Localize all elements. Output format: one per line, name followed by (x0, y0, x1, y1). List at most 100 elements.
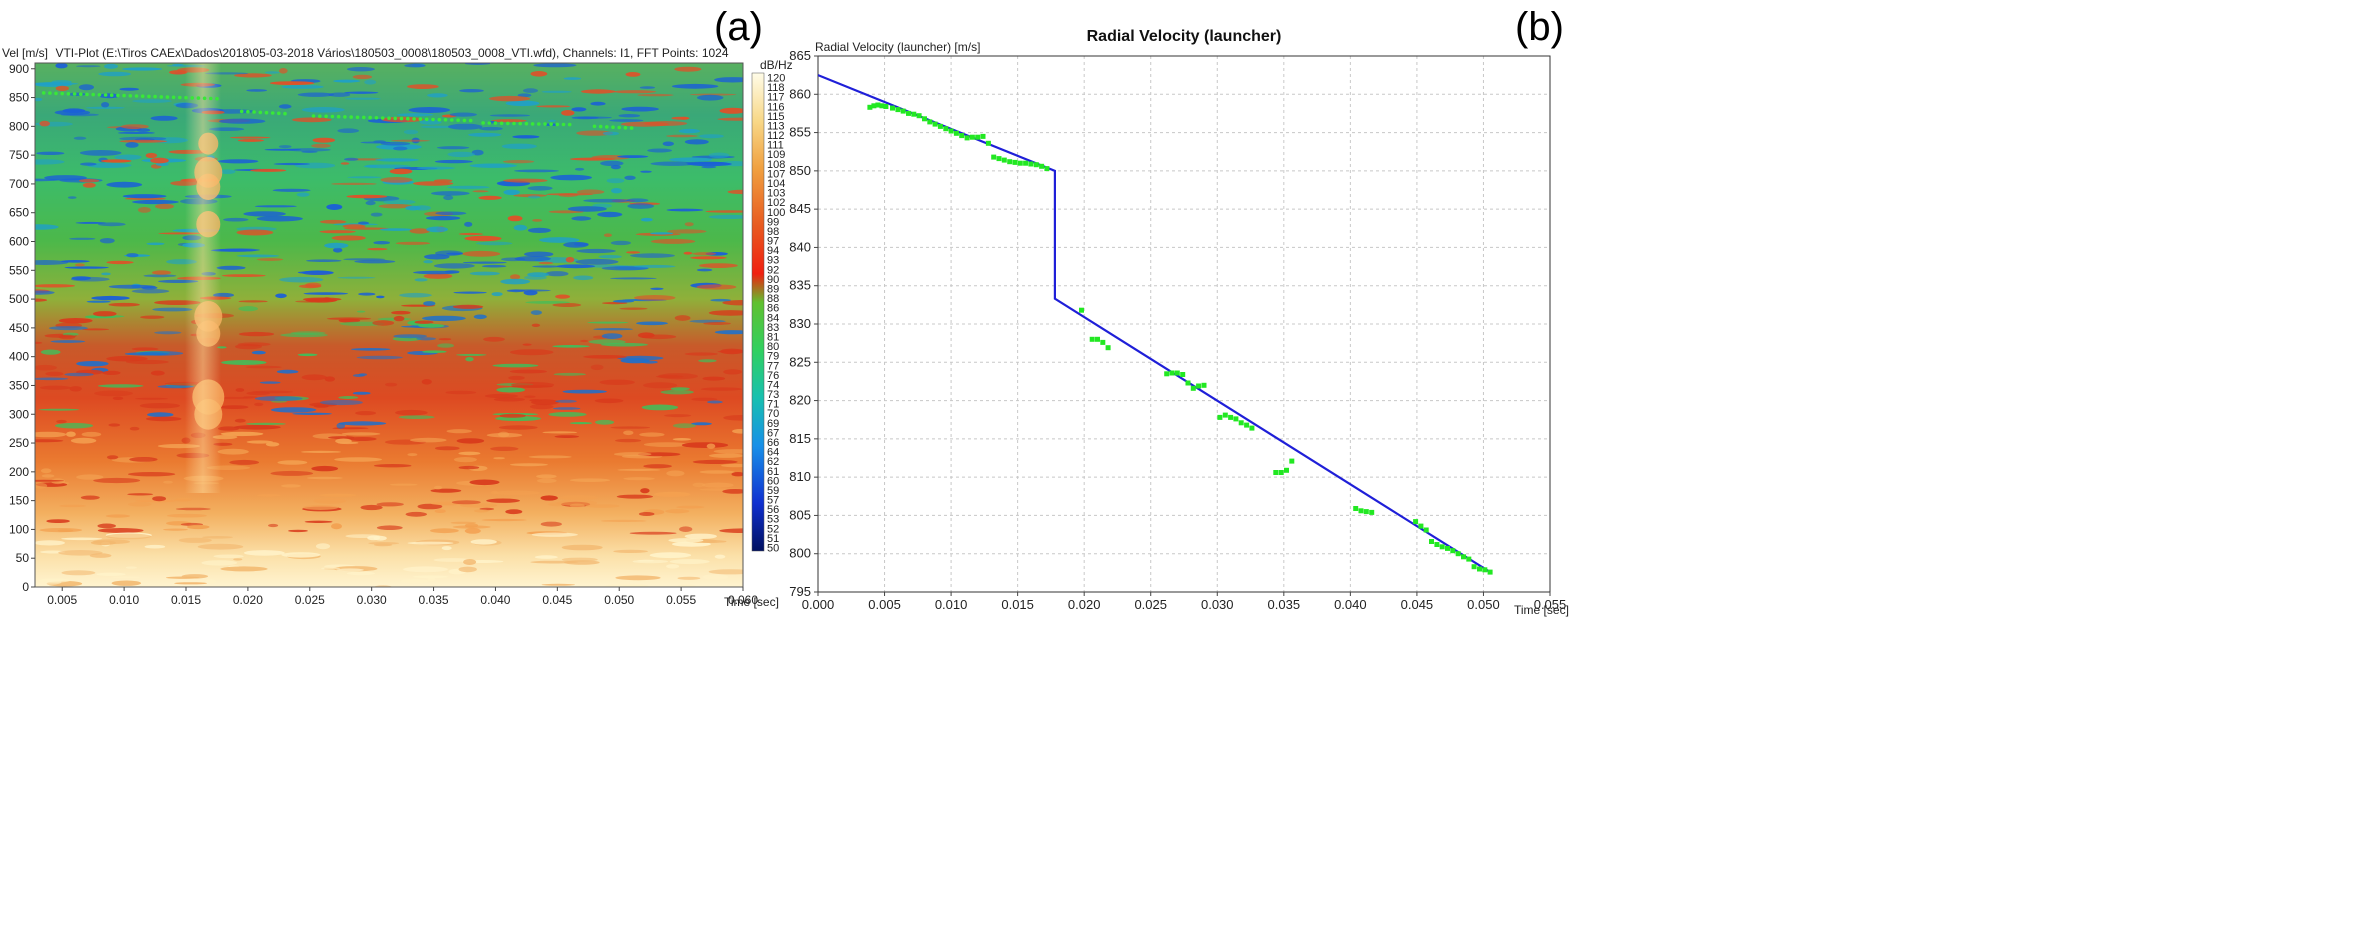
spectrogram-streak (533, 63, 577, 68)
spectrogram-streak (548, 412, 587, 417)
spectrogram-streak (89, 553, 112, 558)
a-x-tick-label: 0.060 (728, 593, 758, 607)
spectrogram-streak (723, 415, 743, 421)
spectrogram-streak (340, 162, 350, 165)
spectrogram-streak (489, 95, 531, 102)
spectrogram-streak (421, 379, 432, 385)
spectrogram-streak (422, 350, 447, 354)
spectrogram-streak (355, 411, 377, 416)
spectrogram-streak (468, 132, 502, 137)
spectrogram-streak (679, 526, 693, 532)
spectrogram-streak (238, 331, 275, 337)
spectrogram-streak (531, 532, 578, 537)
spectrogram-streak (547, 119, 556, 122)
a-y-axis: 0 50 100 150 200 250 300 350 400 450 500 550 600 650 7… (9, 62, 35, 594)
spectrogram-streak (281, 552, 321, 558)
spectrogram-streak (453, 291, 487, 294)
spectrogram-streak (619, 307, 648, 310)
spectrogram-streak (436, 146, 470, 150)
spectrogram-streak (672, 423, 697, 429)
spectrogram-streak (74, 263, 85, 267)
spectrogram-streak (561, 544, 603, 551)
spectrogram-streak (97, 528, 144, 533)
spectrogram-streak (423, 301, 436, 306)
measured-point (1164, 371, 1170, 377)
spectrogram-streak (106, 260, 134, 265)
spectrogram-streak (38, 408, 80, 411)
spectrogram-streak (220, 431, 264, 437)
spectrogram-streak (621, 584, 650, 587)
spectrogram-streak (565, 256, 575, 263)
spectrogram-streak (531, 323, 541, 327)
measured-point (1487, 569, 1493, 575)
spectrogram-streak (391, 310, 411, 315)
spectrogram-streak (319, 493, 357, 497)
b-x-tick-label: 0.035 (1268, 597, 1301, 612)
spectrogram-streak (509, 463, 548, 467)
spectrogram-streak (357, 221, 370, 225)
spectrogram-streak (395, 241, 431, 245)
spectrogram-streak (326, 317, 372, 321)
spectrogram-streak (462, 261, 507, 264)
spectrogram-streak (150, 115, 178, 121)
spectrogram-track-point (468, 118, 473, 123)
b-y-axis-label: Radial Velocity (launcher) [m/s] (815, 40, 980, 54)
colorbar-tick-label: 102 (767, 197, 785, 209)
spectrogram-streak (492, 363, 539, 368)
measured-point (1363, 509, 1369, 515)
spectrogram-streak (219, 169, 236, 174)
measured-point (1095, 336, 1100, 342)
spectrogram-streak (187, 524, 210, 530)
spectrogram-streak (529, 399, 542, 402)
spectrogram-streak (555, 294, 571, 299)
spectrogram-streak (373, 464, 412, 468)
spectrogram-streak (119, 87, 139, 91)
spectrogram-streak (426, 226, 448, 233)
spectrogram-streak (265, 442, 280, 447)
spectrogram-streak (650, 238, 696, 244)
spectrogram-streak (61, 260, 90, 263)
spectrogram-streak (54, 422, 94, 429)
spectrogram-streak (464, 221, 473, 227)
spectrogram-track-point (424, 117, 429, 122)
spectrogram-track-point (543, 122, 547, 126)
spectrogram-streak (40, 468, 52, 474)
measured-point (1196, 383, 1202, 389)
colorbar-tick-label: 79 (767, 351, 779, 363)
spectrogram-streak (137, 207, 151, 213)
spectrogram-streak (719, 107, 743, 114)
spectrogram-streak (560, 495, 598, 500)
spectrogram-streak (717, 117, 743, 121)
spectrogram-streak (91, 295, 130, 301)
spectrogram-streak (370, 212, 383, 217)
spectrogram-streak (601, 266, 649, 271)
spectrogram-streak (669, 157, 713, 162)
colorbar-tick-label: 112 (767, 130, 785, 142)
spectrogram-streak (627, 203, 654, 209)
spectrogram-streak (150, 157, 169, 164)
spectrogram-track-point (524, 121, 529, 126)
spectrogram-streak (229, 459, 260, 465)
spectrogram-streak (101, 272, 111, 276)
spectrogram-track-point (336, 114, 341, 119)
spectrogram-streak (501, 143, 537, 149)
spectrogram-streak (469, 479, 500, 486)
colorbar-label: dB/Hz (760, 58, 793, 72)
spectrogram-streak (313, 498, 347, 504)
spectrogram-track-point (239, 109, 244, 114)
spectrogram-streak (530, 71, 548, 77)
spectrogram-streak (398, 415, 435, 420)
spectrogram-streak (131, 199, 179, 205)
measured-point (883, 104, 889, 109)
spectrogram-streak (587, 321, 629, 324)
spectrogram-streak (75, 221, 107, 224)
spectrogram-streak (35, 479, 65, 482)
spectrogram-track-point (406, 116, 410, 121)
colorbar-tick-label: 86 (767, 303, 779, 315)
spectrogram-streak (165, 576, 200, 579)
spectrogram-streak (617, 468, 661, 471)
spectrogram-streak (264, 148, 302, 151)
spectrogram-streak (489, 114, 531, 117)
spectrogram-track-point (246, 109, 250, 114)
spectrogram-streak (602, 131, 620, 136)
